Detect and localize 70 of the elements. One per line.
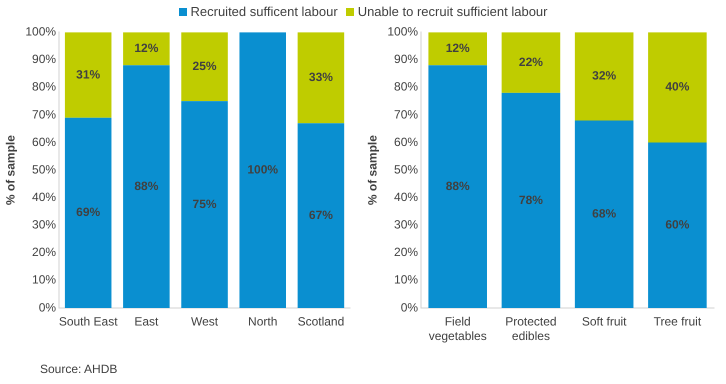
data-label: 31%	[76, 67, 101, 82]
source-note: Source: AHDB	[40, 362, 118, 376]
data-label: 88%	[446, 178, 470, 193]
bar	[64, 118, 112, 308]
data-label: 100%	[247, 162, 278, 176]
y-tick-label: 90%	[394, 52, 418, 66]
x-tick-label: West	[190, 314, 219, 329]
x-tick-label: Protected edibles	[505, 314, 557, 343]
y-axis-title: % of sample	[4, 134, 18, 206]
bar	[64, 32, 112, 118]
data-label: 68%	[592, 206, 616, 221]
bar	[181, 32, 228, 102]
y-tick-label: 40%	[394, 190, 418, 204]
data-label: 67%	[308, 208, 334, 222]
x-tick-label: North	[248, 314, 278, 329]
y-tick-label: 30%	[32, 218, 56, 232]
data-label: 78%	[518, 192, 544, 207]
y-tick-label: 40%	[32, 190, 56, 204]
data-label: 60%	[665, 218, 690, 232]
y-tick-label: 0%	[38, 300, 56, 314]
y-tick-label: 50%	[32, 162, 56, 176]
data-label: 12%	[134, 41, 159, 56]
bar	[574, 32, 634, 120]
y-tick-label: 60%	[394, 134, 418, 149]
y-tick-label: 60%	[32, 134, 56, 149]
bar	[239, 32, 286, 308]
bar	[648, 32, 707, 143]
data-label: 22%	[518, 54, 544, 69]
y-tick-label: 80%	[394, 80, 418, 94]
legend-label: Unable to recruit sufficient labour	[356, 4, 548, 19]
x-tick-label: Scotland	[298, 314, 344, 329]
bar	[428, 32, 487, 66]
data-label: 40%	[665, 80, 690, 94]
y-tick-label: 70%	[32, 107, 56, 122]
data-label: 25%	[192, 58, 217, 73]
x-tick-label: Field vegetables	[428, 314, 487, 343]
bar	[123, 32, 170, 66]
x-tick-label: East	[134, 314, 160, 329]
legend-label: Recruited sufficent labour	[190, 4, 338, 19]
y-tick-label: 10%	[394, 272, 418, 287]
data-label: 32%	[592, 68, 616, 83]
y-tick-label: 70%	[394, 107, 418, 122]
y-tick-label: 50%	[394, 162, 418, 176]
y-tick-label: 10%	[32, 272, 56, 287]
bar	[123, 65, 170, 308]
bar	[298, 32, 344, 124]
bar	[574, 120, 634, 308]
bar	[298, 123, 344, 308]
x-tick-label: Tree fruit	[654, 314, 702, 329]
bar	[502, 92, 560, 308]
y-tick-label: 100%	[387, 24, 418, 39]
data-label: 88%	[134, 178, 159, 193]
data-label: 75%	[192, 196, 217, 211]
bar	[648, 142, 707, 308]
y-axis-title: % of sample	[366, 134, 380, 206]
bar	[502, 32, 560, 93]
y-tick-label: 100%	[25, 24, 56, 39]
x-tick-label: South East	[58, 314, 118, 329]
bar	[428, 65, 487, 308]
y-tick-label: 80%	[32, 80, 56, 94]
data-label: 33%	[308, 70, 334, 84]
x-tick-label: Soft fruit	[582, 314, 628, 329]
y-tick-label: 30%	[394, 218, 418, 232]
bar	[181, 101, 228, 308]
data-label: 12%	[446, 41, 470, 56]
data-label: 69%	[76, 205, 101, 220]
y-tick-label: 20%	[394, 245, 418, 260]
y-tick-label: 20%	[32, 245, 56, 260]
y-tick-label: 90%	[32, 52, 56, 66]
y-tick-label: 0%	[400, 300, 418, 314]
